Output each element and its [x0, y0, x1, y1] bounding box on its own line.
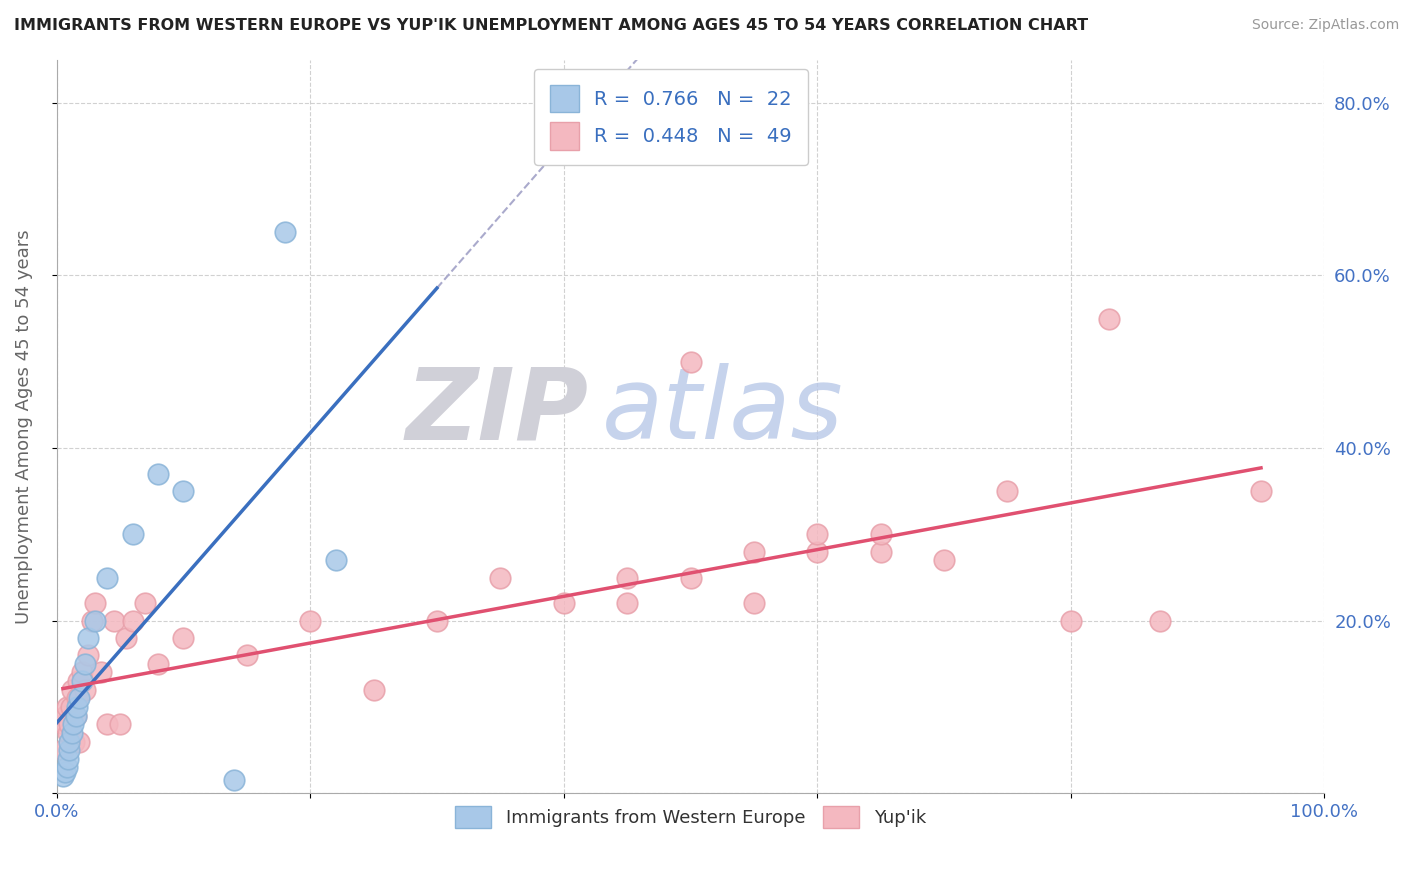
Point: [96, 717, 118, 731]
Point: [70, 674, 93, 689]
Point: [325, 553, 347, 567]
Point: [108, 717, 131, 731]
Point: [997, 484, 1019, 499]
Point: [67, 734, 90, 748]
Point: [146, 467, 169, 481]
Point: [60, 682, 83, 697]
Point: [1149, 614, 1171, 628]
Point: [58, 743, 80, 757]
Point: [115, 631, 138, 645]
Point: [55, 760, 77, 774]
Point: [806, 544, 828, 558]
Point: [1250, 484, 1272, 499]
Point: [90, 665, 112, 680]
Text: atlas: atlas: [602, 363, 844, 460]
Point: [62, 717, 84, 731]
Legend: Immigrants from Western Europe, Yup'ik: Immigrants from Western Europe, Yup'ik: [449, 799, 934, 836]
Point: [553, 596, 575, 610]
Point: [77, 648, 100, 663]
Point: [679, 570, 702, 584]
Text: IMMIGRANTS FROM WESTERN EUROPE VS YUP'IK UNEMPLOYMENT AMONG AGES 45 TO 54 YEARS : IMMIGRANTS FROM WESTERN EUROPE VS YUP'IK…: [14, 18, 1088, 33]
Point: [274, 225, 297, 239]
Point: [66, 700, 89, 714]
Point: [53, 717, 76, 731]
Point: [55, 764, 77, 779]
Point: [55, 700, 77, 714]
Point: [172, 631, 194, 645]
Point: [134, 596, 156, 610]
Point: [299, 614, 322, 628]
Point: [65, 708, 87, 723]
Text: Source: ZipAtlas.com: Source: ZipAtlas.com: [1251, 18, 1399, 32]
Point: [869, 544, 891, 558]
Point: [58, 734, 80, 748]
Point: [52, 743, 75, 757]
Point: [65, 708, 87, 723]
Point: [869, 527, 891, 541]
Point: [70, 665, 93, 680]
Point: [426, 614, 449, 628]
Point: [363, 682, 385, 697]
Text: ZIP: ZIP: [406, 363, 589, 460]
Point: [616, 570, 638, 584]
Point: [56, 726, 79, 740]
Point: [82, 614, 104, 628]
Point: [73, 682, 96, 697]
Point: [806, 527, 828, 541]
Point: [1098, 311, 1121, 326]
Point: [60, 726, 83, 740]
Point: [67, 674, 90, 689]
Point: [77, 631, 100, 645]
Y-axis label: Unemployment Among Ages 45 to 54 years: Unemployment Among Ages 45 to 54 years: [15, 229, 32, 624]
Point: [83, 614, 105, 628]
Point: [932, 553, 955, 567]
Point: [224, 773, 246, 788]
Point: [146, 657, 169, 671]
Point: [66, 691, 89, 706]
Point: [96, 570, 118, 584]
Point: [742, 544, 765, 558]
Point: [67, 691, 90, 706]
Point: [679, 355, 702, 369]
Point: [121, 527, 143, 541]
Point: [63, 734, 86, 748]
Point: [56, 752, 79, 766]
Point: [489, 570, 512, 584]
Point: [58, 717, 80, 731]
Point: [52, 769, 75, 783]
Point: [121, 614, 143, 628]
Point: [172, 484, 194, 499]
Point: [616, 596, 638, 610]
Point: [1060, 614, 1083, 628]
Point: [742, 596, 765, 610]
Point: [236, 648, 259, 663]
Point: [83, 596, 105, 610]
Point: [59, 700, 82, 714]
Point: [55, 708, 77, 723]
Point: [73, 657, 96, 671]
Point: [103, 614, 125, 628]
